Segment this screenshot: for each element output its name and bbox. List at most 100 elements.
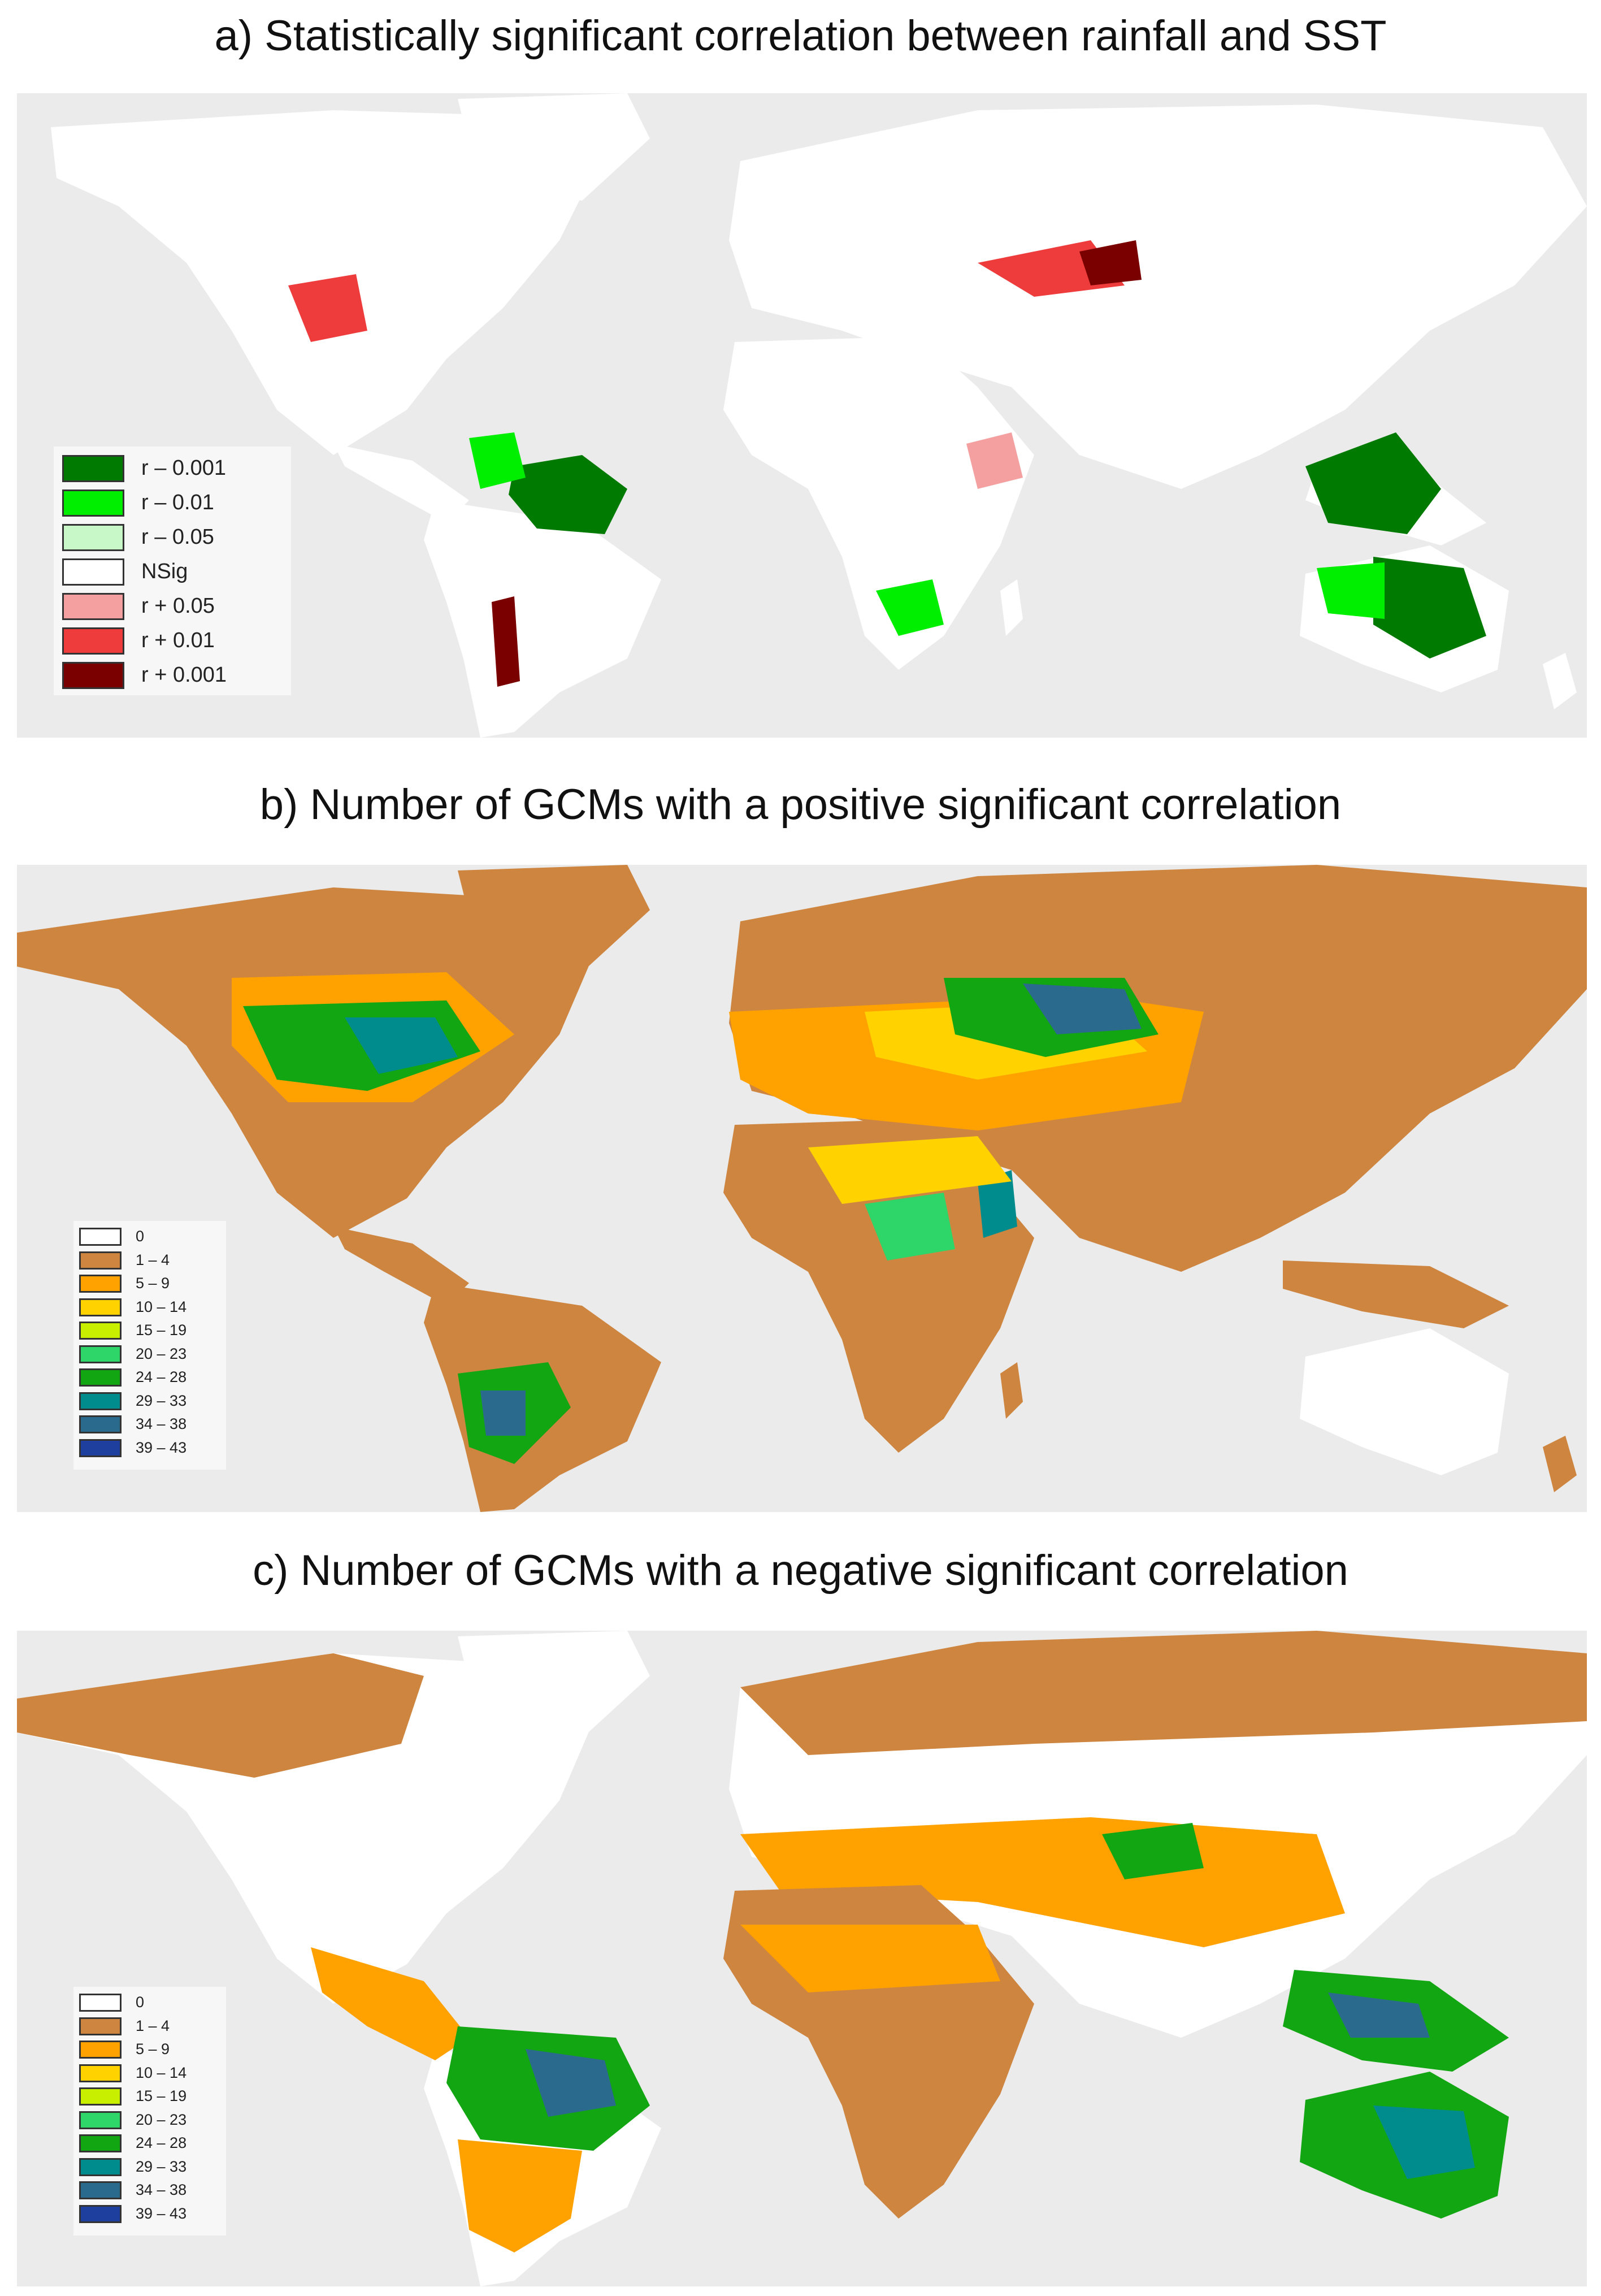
legend-swatch [79,1228,122,1246]
legend-label: 0 [136,1994,145,2011]
legend-label: 34 – 38 [136,1415,187,1432]
patch-amazon-green [469,432,526,489]
land-new-zealand [1543,653,1577,709]
panel-b-legend: 0 1 – 4 5 – 9 10 – 14 15 – 19 20 – 23 24 – 28 2… [73,1221,226,1470]
legend-swatch [79,2158,122,2176]
legend-swatch [62,489,124,517]
legend-label: 24 – 28 [136,1368,187,1385]
patch-north-america-brown [17,1653,424,1778]
legend-label: 10 – 14 [136,1298,187,1315]
land-maritime-se-asia [1283,1260,1509,1328]
legend-swatch [79,1251,122,1270]
legend-swatch [79,2087,122,2106]
panel-b-map: 0 1 – 4 5 – 9 10 – 14 15 – 19 20 – 23 24 – 28 2… [17,865,1587,1512]
patch-mexico-red [288,274,367,342]
panel-c-map: 0 1 – 4 5 – 9 10 – 14 15 – 19 20 – 23 24 – 28 2… [17,1631,1587,2286]
land-greenland [458,865,650,972]
legend-label: 29 – 33 [136,1392,187,1409]
legend-label: NSig [141,560,188,583]
land-greenland [458,93,650,201]
panel-b-title: b) Number of GCMs with a positive signif… [259,781,1342,829]
legend-label: 20 – 23 [136,2111,187,2128]
legend-label: r – 0.001 [141,456,226,480]
legend-label: 15 – 19 [136,2087,187,2104]
patch-southern-africa-green [876,579,944,636]
legend-swatch [79,1322,122,1340]
patch-eurasia-brown [740,1631,1587,1755]
patch-amazon-blue [526,2049,616,2117]
legend-label: 20 – 23 [136,1345,187,1362]
legend-swatch [79,1368,122,1387]
patch-east-africa-teal [978,1170,1017,1238]
legend-swatch [79,2064,122,2082]
panel-c-patches [17,1631,1587,2252]
legend-label: 29 – 33 [136,2158,187,2175]
legend-label: 24 – 28 [136,2134,187,2151]
panel-a-legend: r – 0.001 r – 0.01 r – 0.05 NSig r + 0.05 r +… [54,447,291,695]
legend-label: r + 0.001 [141,663,227,687]
legend-label: 1 – 4 [136,2017,170,2034]
land-madagascar [1000,1362,1023,1419]
legend-swatch [79,1275,122,1293]
legend-swatch [62,455,124,482]
legend-swatch [62,524,124,551]
panel-a-patches [288,240,1486,687]
land-eurasia [729,105,1587,489]
land-greenland [458,1631,650,1738]
legend-swatch [79,2041,122,2059]
patch-amazon-dark-green [509,455,627,534]
patch-south-asia-green [1102,1823,1204,1879]
land-south-america [424,500,661,738]
patch-australia-dark-green [1373,557,1486,659]
legend-swatch [62,627,124,655]
legend-swatch [79,2134,122,2152]
legend-label: r + 0.01 [141,629,215,652]
legend-swatch [62,558,124,586]
patch-indonesia-blue [1328,1992,1430,2038]
legend-label: 34 – 38 [136,2181,187,2198]
legend-label: r – 0.05 [141,525,214,549]
legend-label: 5 – 9 [136,2041,170,2057]
panel-c-legend: 0 1 – 4 5 – 9 10 – 14 15 – 19 20 – 23 24 – 28 2… [73,1987,226,2236]
legend-label: r + 0.05 [141,594,215,618]
legend-label: 39 – 43 [136,1439,187,1456]
legend-swatch [62,662,124,689]
legend-label: 15 – 19 [136,1322,187,1338]
patch-indonesia-dark-green [1305,432,1441,534]
land-madagascar [1000,579,1023,636]
land-africa [723,1119,1034,1453]
legend-swatch [79,2181,122,2199]
legend-swatch [79,1298,122,1316]
legend-swatch [79,2204,122,2223]
legend-swatch [79,2017,122,2035]
legend-swatch [79,1994,122,2012]
panel-b-patches [232,972,1204,1464]
patch-south-america-orange [458,2139,582,2252]
panel-a-title: a) Statistically significant correlation… [214,12,1387,60]
legend-swatch [79,1392,122,1410]
patch-south-america-blue [480,1390,526,1436]
legend-label: 0 [136,1228,145,1245]
patch-australia-teal [1373,2106,1475,2179]
panel-c-map-svg [17,1631,1587,2286]
patch-australia-green [1317,562,1385,619]
legend-label: 39 – 43 [136,2204,187,2222]
legend-swatch [79,1415,122,1433]
patch-africa-yellow [808,1136,1012,1204]
panel-c-title: c) Number of GCMs with a negative signif… [253,1546,1348,1595]
panel-a-map: r – 0.001 r – 0.01 r – 0.05 NSig r + 0.05 r +… [17,93,1587,738]
legend-label: r – 0.01 [141,491,214,514]
legend-label: 5 – 9 [136,1275,170,1292]
legend-swatch [62,593,124,620]
patch-east-africa-red [966,432,1023,489]
legend-label: 1 – 4 [136,1251,170,1268]
patch-australia-white [1300,1328,1509,1475]
patch-usa-teal [345,1017,458,1074]
panel-a-map-svg [51,93,1587,738]
legend-label: 10 – 14 [136,2064,187,2081]
land-africa [723,336,1034,670]
land-new-zealand [1543,1436,1577,1492]
legend-swatch [79,1439,122,1457]
legend-swatch [79,2111,122,2129]
panel-b-map-svg [17,865,1587,1512]
